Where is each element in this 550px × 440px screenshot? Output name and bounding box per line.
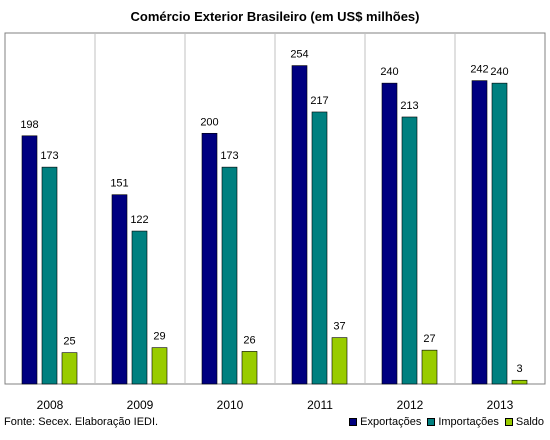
- legend-swatch-exportacoes: [349, 418, 358, 426]
- bar-importações-2010: [221, 166, 238, 385]
- data-label: 200: [200, 116, 218, 128]
- data-labels: 198 173 25 151 122 29 200 173 26 254 217 37 240 213 27…: [20, 49, 522, 376]
- data-label: 217: [310, 95, 328, 107]
- bar-saldo-2012: [421, 349, 438, 385]
- x-tick-label: 2012: [397, 398, 424, 412]
- bar-exportações-2010: [201, 132, 218, 385]
- bar-importações-2011: [311, 111, 328, 385]
- bar-saldo-2010: [241, 351, 258, 385]
- bar-saldo-2013: [511, 379, 528, 385]
- data-label: 173: [220, 150, 238, 162]
- bar-exportações-2011: [291, 65, 308, 385]
- data-label: 122: [130, 214, 148, 226]
- legend: Exportações Importações Saldo: [343, 416, 544, 428]
- bar-exportações-2013: [471, 80, 488, 385]
- data-label: 198: [20, 119, 38, 131]
- bar-saldo-2008: [61, 352, 78, 385]
- bar-saldo-2009: [151, 347, 168, 385]
- data-label: 29: [153, 331, 165, 343]
- data-label: 240: [490, 66, 508, 78]
- bar-exportações-2008: [21, 135, 38, 385]
- legend-item-saldo: Saldo: [504, 416, 544, 428]
- legend-item-importacoes: Importações: [427, 416, 499, 428]
- x-tick-label: 2011: [307, 398, 333, 412]
- bar-importações-2009: [131, 230, 148, 385]
- legend-swatch-saldo: [504, 418, 513, 426]
- chart-title: Comércio Exterior Brasileiro (em US$ mil…: [131, 9, 420, 24]
- bar-exportações-2009: [111, 194, 128, 385]
- bar-saldo-2011: [331, 337, 348, 385]
- gridlines: [94, 33, 456, 384]
- data-label: 240: [380, 66, 398, 78]
- bars: [21, 65, 528, 385]
- x-tick-label: 2013: [487, 398, 514, 412]
- data-label: 37: [333, 321, 345, 333]
- data-label: 26: [243, 334, 255, 346]
- data-label: 25: [63, 336, 75, 348]
- x-tick-label: 2008: [37, 398, 64, 412]
- bar-exportações-2012: [381, 82, 398, 385]
- data-label: 213: [400, 100, 418, 112]
- legend-label-importacoes: Importações: [438, 416, 499, 428]
- x-tick-label: 2009: [127, 398, 154, 412]
- data-label: 3: [516, 363, 522, 375]
- data-label: 242: [470, 64, 488, 76]
- legend-label-exportacoes: Exportações: [360, 416, 422, 428]
- bar-importações-2008: [41, 166, 58, 385]
- data-label: 254: [290, 49, 308, 61]
- data-label: 173: [40, 150, 58, 162]
- legend-label-saldo: Saldo: [515, 416, 544, 428]
- x-tick-label: 2010: [217, 398, 244, 412]
- data-label: 27: [423, 333, 435, 345]
- bar-importações-2013: [491, 82, 508, 385]
- legend-item-exportacoes: Exportações: [349, 416, 421, 428]
- legend-swatch-importacoes: [427, 418, 436, 426]
- bar-importações-2012: [401, 116, 418, 385]
- data-label: 151: [110, 178, 128, 190]
- x-tick-labels: 2008 2009 2010 2011 2012 2013: [37, 398, 514, 412]
- source-note: Fonte: Secex. Elaboração IEDI.: [4, 416, 159, 428]
